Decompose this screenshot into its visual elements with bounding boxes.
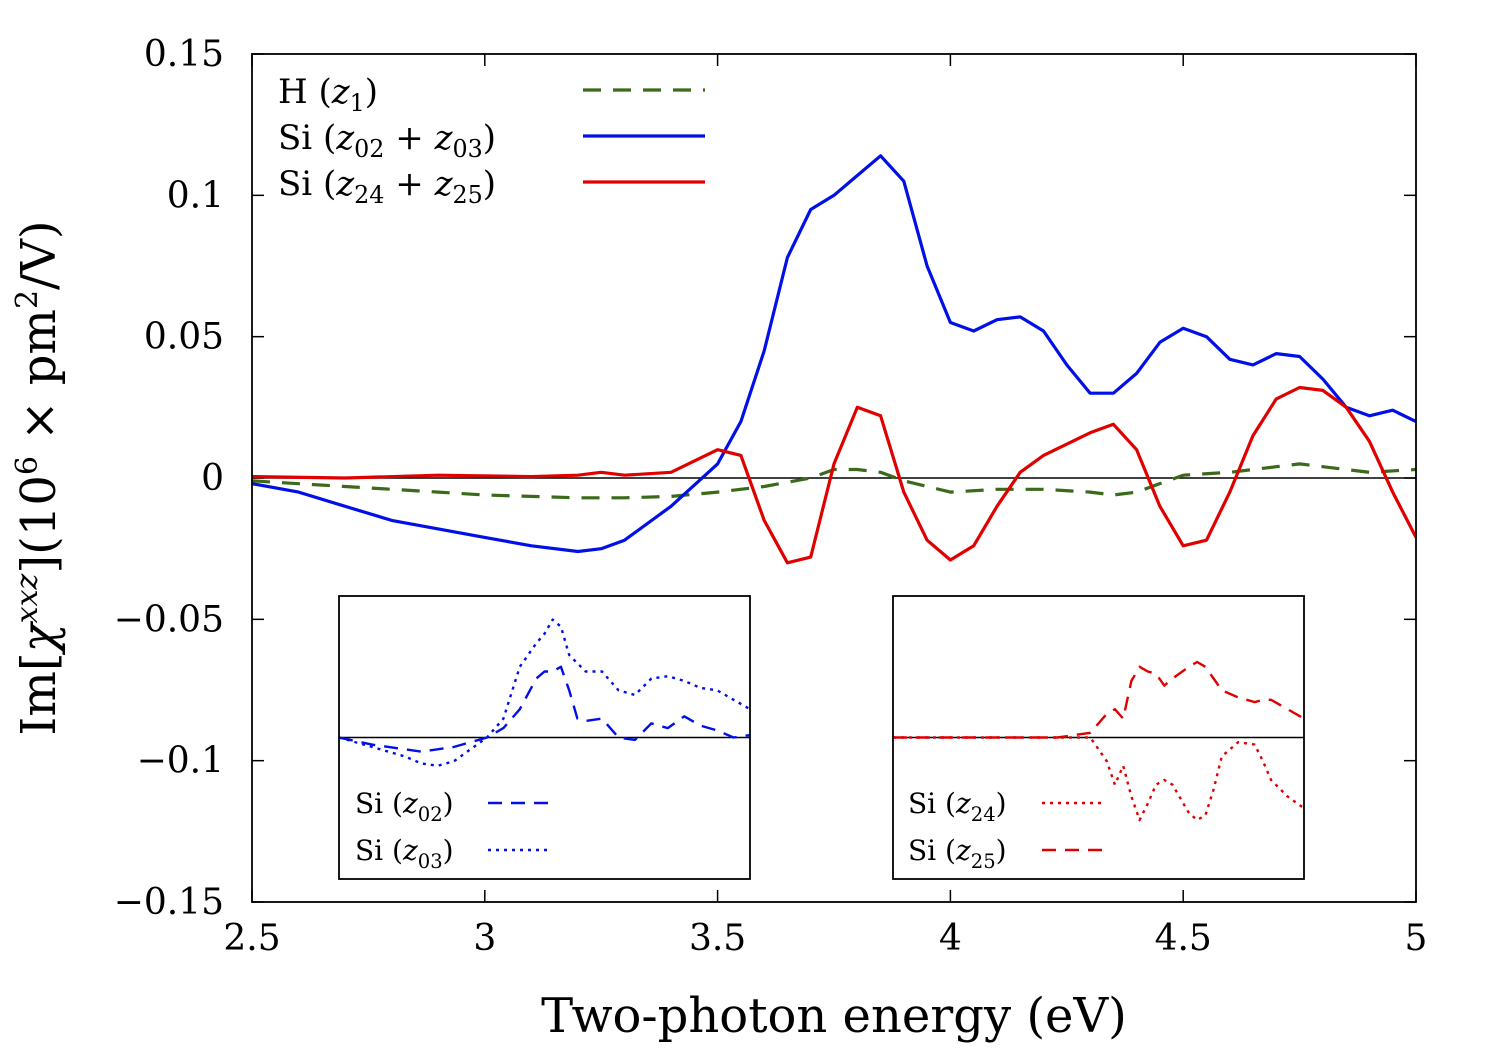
y-axis-label: Im[χxxz](106 × pm2/V) <box>10 220 67 735</box>
y-tick-label: −0.1 <box>137 741 224 782</box>
legend-entry-h: H (z1) <box>278 72 378 117</box>
y-label-two: 2 <box>10 290 45 309</box>
x-tick-label: 4.5 <box>1155 918 1212 959</box>
y-label-tail: /V) <box>11 220 67 290</box>
x-axis-label: Two-photon energy (eV) <box>541 988 1127 1044</box>
x-tick-label: 3.5 <box>689 918 746 959</box>
main-plot: 2.5 3 3.5 4 4.5 5 −0.15 −0.1 −0.05 0 0.05 0.1 0.15 H … <box>114 34 1428 959</box>
y-tick-label: −0.15 <box>114 882 224 923</box>
series-line-si02 <box>339 665 750 753</box>
y-label-chi: χ <box>11 620 67 655</box>
legend-entry-si_sum_deep: Si (z24 + z25) <box>278 164 496 209</box>
y-tick-label: 0.05 <box>144 317 224 358</box>
x-tick-label: 2.5 <box>223 918 280 959</box>
main-frame <box>251 53 1417 903</box>
y-label-six: 6 <box>10 456 45 475</box>
inset_right-frame <box>892 595 1305 880</box>
x-tick-label: 3 <box>473 918 496 959</box>
y-label-times: × pm <box>11 309 67 456</box>
series-line-si25 <box>893 660 1304 739</box>
svg-text:Im[χxxz](106 × pm2/V): Im[χxxz](106 × pm2/V) <box>10 220 67 735</box>
x-tick-label: 5 <box>1405 918 1428 959</box>
y-tick-label: 0.1 <box>167 175 224 216</box>
series-line-si_sum_deep <box>252 385 1416 565</box>
legend-entry-si03: Si (z03) <box>355 834 454 873</box>
legend-entry-si_sum_low: Si (z02 + z03) <box>278 118 496 163</box>
y-tick-label: −0.05 <box>114 599 224 640</box>
series-line-si_sum_low <box>252 154 1416 554</box>
legend-entry-si25: Si (z25) <box>908 834 1007 873</box>
inset_left-frame <box>338 595 751 880</box>
y-label-sup: xxz <box>10 573 45 623</box>
x-tick-label: 4 <box>939 918 962 959</box>
y-label-lead: Im[ <box>11 652 67 735</box>
inset-right-plot: Si (z24) Si (z25) <box>892 595 1305 880</box>
y-label-mid: ](10 <box>11 475 67 574</box>
y-tick-label: 0.15 <box>144 34 224 75</box>
legend-entry-si24: Si (z24) <box>908 787 1007 826</box>
y-tick-label: 0 <box>201 458 224 499</box>
inset-left-plot: Si (z02) Si (z03) <box>338 595 751 880</box>
legend-entry-si02: Si (z02) <box>355 787 454 826</box>
series-line-si03 <box>339 618 750 767</box>
